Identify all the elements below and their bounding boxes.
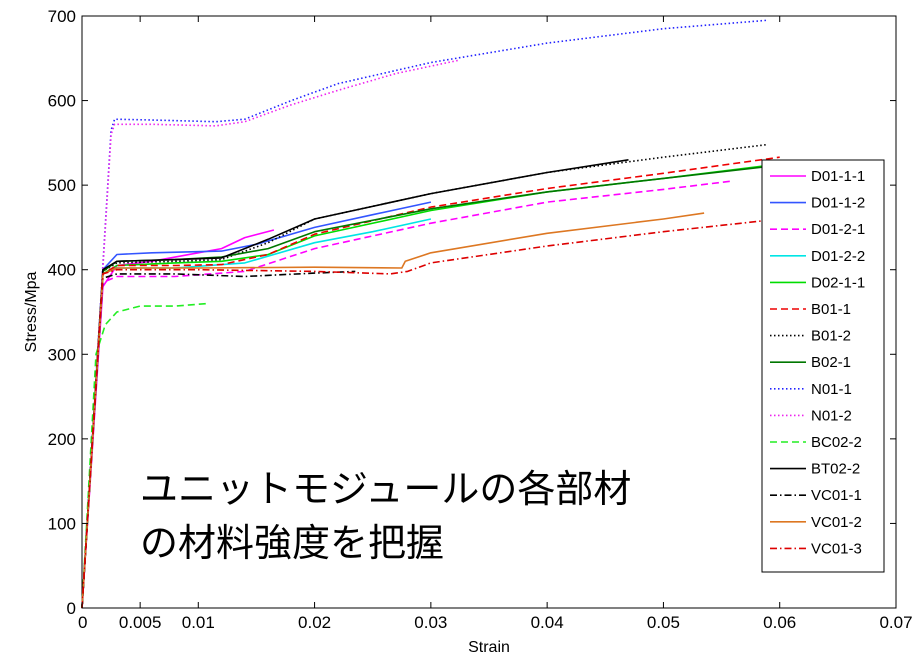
series-line-d01-1-1 [81,229,275,609]
y-tick-label: 100 [48,514,76,533]
legend-label-d01-1-2: D01-1-2 [811,195,865,212]
legend-label-n01-2: N01-2 [811,407,852,424]
x-tick-label: 0 [78,613,87,632]
series-line-b01-2 [81,143,769,609]
x-tick-label: 0.02 [298,613,331,632]
y-tick-label: 600 [48,92,76,111]
x-axis-title: Strain [468,639,510,656]
y-tick-label: 200 [48,430,76,449]
y-tick-label: 0 [67,599,76,618]
series-line-d01-1-2 [81,201,432,609]
legend-label-vc01-3: VC01-3 [811,540,862,557]
legend-label-bc02-2: BC02-2 [811,434,862,451]
legend-label-vc01-1: VC01-1 [811,487,862,504]
x-tick-label: 0.03 [414,613,447,632]
x-tick-label: 0.07 [879,613,912,632]
legend-label-b01-1: B01-1 [811,301,851,318]
x-tick-label: 0.01 [182,613,215,632]
x-tick-label: 0.04 [531,613,564,632]
series-line-vc01-2 [81,212,705,609]
y-axis-title: Stress/Mpa [23,271,40,352]
legend: D01-1-1 D01-1-2 D01-2-1 D01-2-2 D02-1-1 B01-1… [761,159,885,573]
x-tick-label: 0.005 [119,613,162,632]
y-tick-label: 400 [48,261,76,280]
series-line-b01-1 [81,156,780,609]
ticks-layer: 0 0.005 0.01 0.02 0.03 0.04 0.05 0.06 0.07 0 100 20… [48,7,913,632]
series-line-d01-2-1 [81,180,734,609]
legend-label-b02-1: B02-1 [811,354,851,371]
series-line-vc01-3 [81,218,780,609]
x-tick-label: 0.05 [647,613,680,632]
legend-label-d01-2-2: D01-2-2 [811,248,865,265]
y-tick-label: 300 [48,345,76,364]
plot-area [81,15,897,609]
legend-label-d01-2-1: D01-2-1 [811,221,865,238]
series-layer [81,19,780,609]
series-line-n01-1 [81,19,769,609]
x-tick-label: 0.06 [763,613,796,632]
series-line-n01-2 [81,59,461,609]
legend-label-d02-1-1: D02-1-1 [811,274,865,291]
y-tick-label: 500 [48,176,76,195]
annotation-line-2: の材料強度を把握 [140,521,444,565]
legend-label-n01-1: N01-1 [811,381,852,398]
legend-label-b01-2: B01-2 [811,328,851,345]
legend-label-vc01-2: VC01-2 [811,514,862,531]
legend-label-bt02-2: BT02-2 [811,461,860,478]
series-line-bt02-2 [81,159,629,609]
annotation-line-1: ユニットモジュールの各部材 [140,467,631,511]
legend-label-d01-1-1: D01-1-1 [811,168,865,185]
series-line-bc02-2 [81,302,208,609]
y-tick-label: 700 [48,7,76,26]
